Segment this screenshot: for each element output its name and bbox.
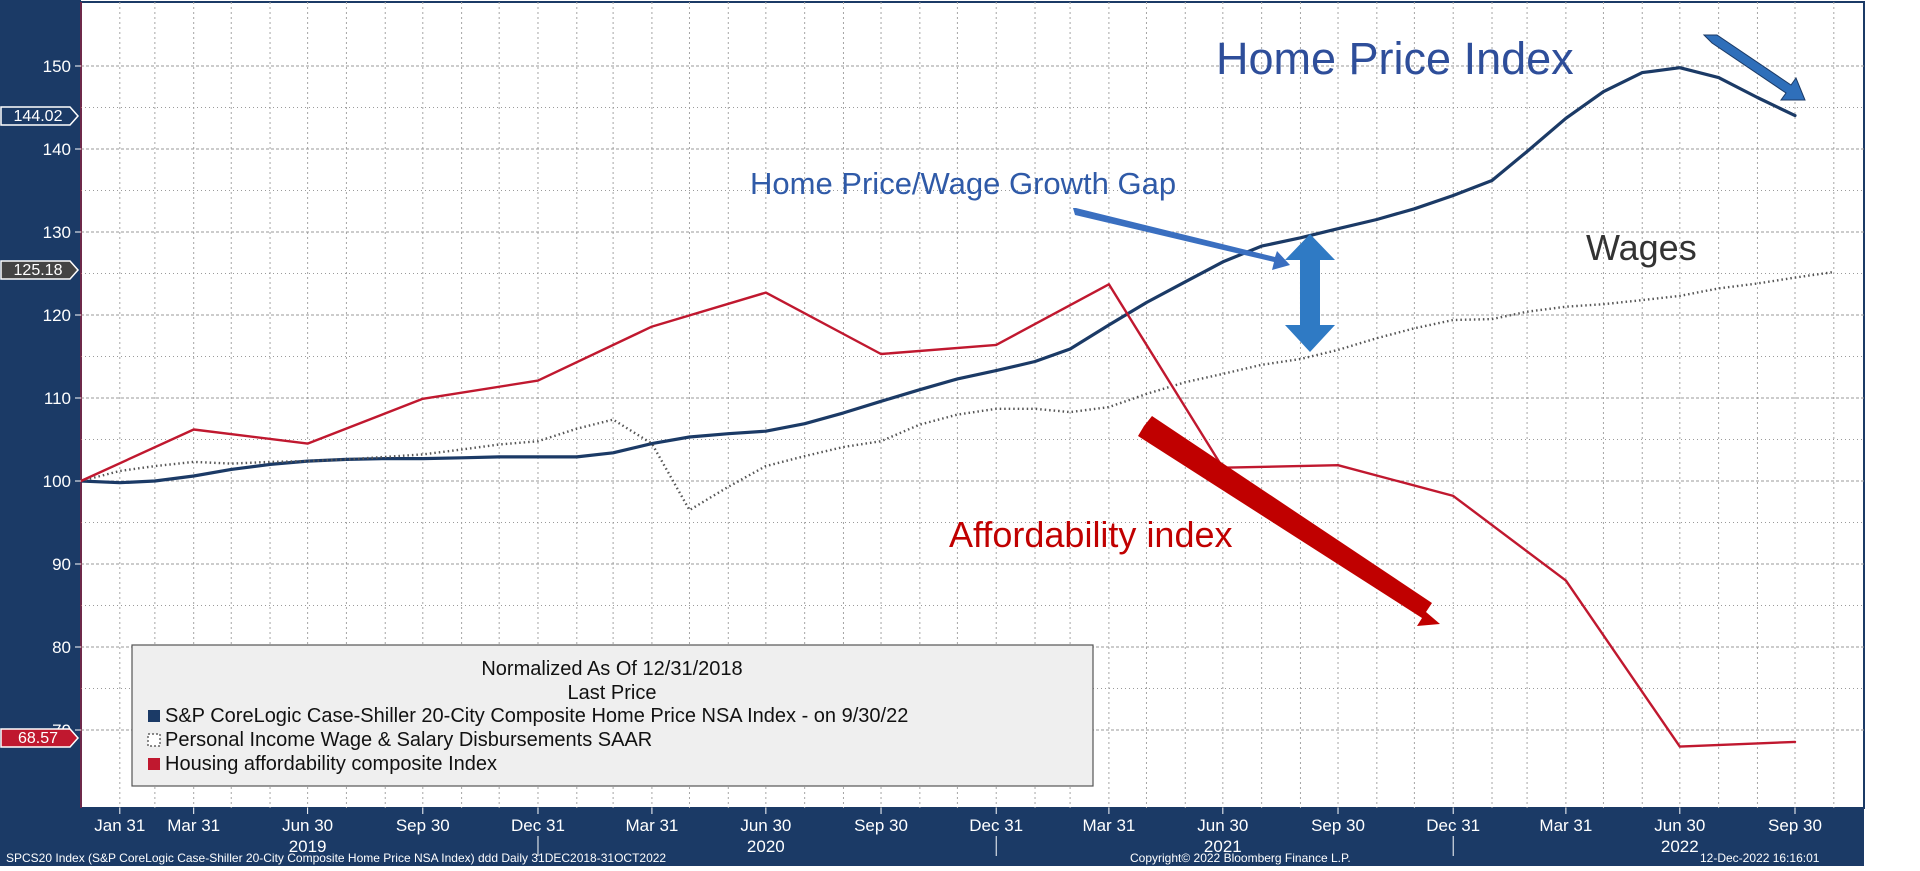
x-tick-label: Mar 31 bbox=[1082, 816, 1135, 835]
y-tick-label: 120 bbox=[43, 306, 71, 325]
left-axis-panel bbox=[0, 0, 81, 866]
x-tick-label: Sep 30 bbox=[396, 816, 450, 835]
x-tick-label: Jun 30 bbox=[1197, 816, 1248, 835]
x-tick-label: Mar 31 bbox=[1539, 816, 1592, 835]
double-arrow-gap-icon bbox=[1285, 234, 1335, 352]
series-wages-line bbox=[81, 270, 1834, 512]
x-tick-label: Dec 31 bbox=[1426, 816, 1480, 835]
legend-label-wages: Personal Income Wage & Salary Disburseme… bbox=[165, 729, 652, 751]
x-year-label: 2022 bbox=[1661, 837, 1699, 856]
x-tick-label: Jan 31 bbox=[94, 816, 145, 835]
x-tick-label: Dec 31 bbox=[511, 816, 565, 835]
legend-box bbox=[131, 644, 1094, 787]
series-home-price-line bbox=[81, 66, 1797, 485]
x-tick-label: Dec 31 bbox=[969, 816, 1023, 835]
last-value-badge-wages: 125.18 bbox=[0, 260, 80, 280]
arrow-affordability-down-icon bbox=[1138, 416, 1440, 626]
annotation-affordability: Affordability index bbox=[949, 514, 1233, 555]
annotation-gap: Home Price/Wage Growth Gap bbox=[750, 166, 1176, 201]
legend-header-line1: Normalized As Of 12/31/2018 bbox=[481, 658, 742, 680]
arrow-gap-pointer-icon bbox=[1073, 208, 1290, 270]
x-tick-label: Sep 30 bbox=[1311, 816, 1365, 835]
x-year-label: 2020 bbox=[747, 837, 785, 856]
footer-left: SPCS20 Index (S&P CoreLogic Case-Shiller… bbox=[6, 851, 666, 865]
y-tick-label: 150 bbox=[43, 57, 71, 76]
legend-swatch-wages bbox=[147, 733, 161, 747]
legend-label-affordability: Housing affordability composite Index bbox=[165, 753, 497, 775]
x-tick-label: Sep 30 bbox=[1768, 816, 1822, 835]
footer-center: Copyright© 2022 Bloomberg Finance L.P. bbox=[1130, 851, 1351, 865]
x-tick-label: Jun 30 bbox=[740, 816, 791, 835]
last-value-affordability: 68.57 bbox=[18, 730, 58, 747]
y-tick-label: 140 bbox=[43, 140, 71, 159]
footer-right: 12-Dec-2022 16:16:01 bbox=[1700, 851, 1820, 865]
x-year-label: 2021 bbox=[1204, 837, 1242, 856]
y-tick-label: 100 bbox=[43, 472, 71, 491]
y-tick-label: 80 bbox=[52, 638, 71, 657]
x-year-label: 2019 bbox=[289, 837, 327, 856]
arrow-home-price-down-icon bbox=[1702, 34, 1806, 101]
series-affordability-line bbox=[81, 283, 1797, 748]
last-value-badge-affordability: 68.57 bbox=[0, 728, 80, 748]
y-tick-label: 110 bbox=[44, 389, 71, 408]
last-value-badge-home-price: 144.02 bbox=[0, 106, 80, 126]
x-tick-label: Sep 30 bbox=[854, 816, 908, 835]
legend-label-home-price: S&P CoreLogic Case-Shiller 20-City Compo… bbox=[165, 705, 908, 727]
x-axis-ticks: Jan 31 Mar 31 Jun 30 Sep 30 Dec 31 Mar 31 Jun … bbox=[94, 808, 1822, 856]
annotation-home-price-index: Home Price Index bbox=[1216, 33, 1574, 84]
last-value-wages: 125.18 bbox=[14, 262, 63, 279]
legend: Normalized As Of 12/31/2018 Last Price S… bbox=[131, 644, 1094, 787]
last-value-home-price: 144.02 bbox=[14, 108, 63, 125]
x-tick-label: Mar 31 bbox=[625, 816, 678, 835]
legend-swatch-home-price bbox=[148, 710, 160, 722]
y-tick-label: 90 bbox=[52, 555, 71, 574]
legend-swatch-affordability bbox=[148, 758, 160, 770]
bottom-axis-panel bbox=[0, 808, 1864, 866]
annotation-wages: Wages bbox=[1586, 227, 1697, 268]
y-tick-label: 130 bbox=[43, 223, 71, 242]
series-layer bbox=[81, 66, 1834, 748]
legend-header-line2: Last Price bbox=[568, 682, 657, 704]
x-tick-label: Jun 30 bbox=[282, 816, 333, 835]
x-tick-label: Mar 31 bbox=[167, 816, 220, 835]
x-tick-label: Jun 30 bbox=[1654, 816, 1705, 835]
